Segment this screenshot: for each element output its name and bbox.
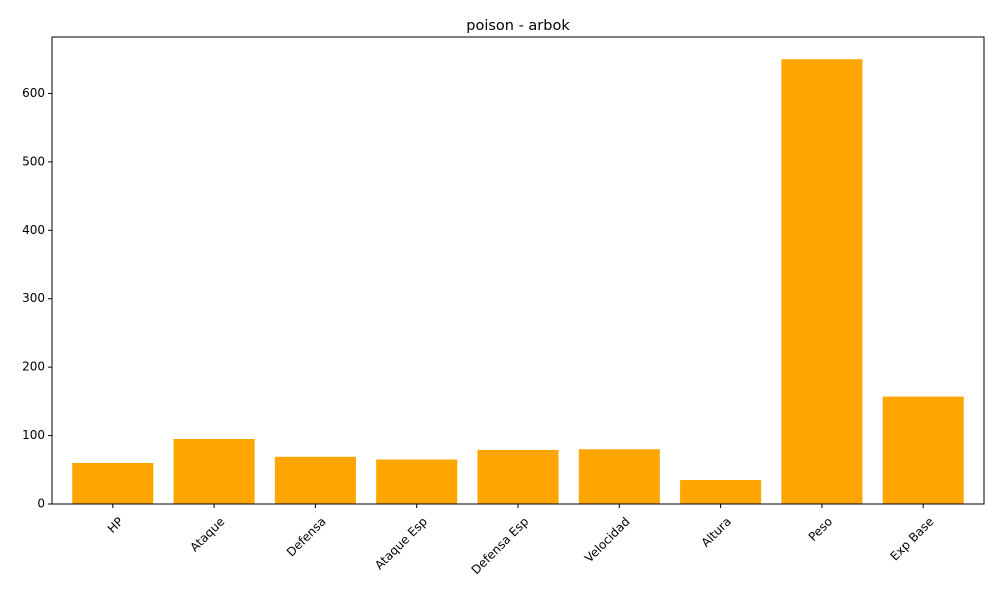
x-tick-label: Altura bbox=[698, 514, 733, 549]
bar-ataque-esp bbox=[376, 459, 458, 504]
x-tick-label: Exp Base bbox=[888, 514, 937, 563]
chart-title: poison - arbok bbox=[466, 18, 570, 34]
bar-velocidad bbox=[578, 449, 660, 504]
y-tick-label: 100 bbox=[22, 428, 45, 442]
y-tick-label: 300 bbox=[22, 291, 45, 305]
plot-frame bbox=[51, 36, 985, 505]
x-tick-label: Peso bbox=[806, 514, 836, 544]
y-tick-label: 200 bbox=[22, 360, 45, 374]
bar-altura bbox=[680, 480, 762, 504]
y-tick-label: 0 bbox=[37, 497, 45, 511]
y-tick-label: 500 bbox=[22, 154, 45, 168]
bars-layer bbox=[72, 59, 964, 504]
bar-hp bbox=[72, 462, 154, 504]
x-tick-label: Defensa Esp bbox=[469, 514, 532, 577]
x-tick-label: Defensa bbox=[284, 514, 329, 559]
y-tick-label: 400 bbox=[22, 223, 45, 237]
bar-defensa bbox=[274, 456, 356, 504]
x-tick-label: Velocidad bbox=[582, 514, 633, 565]
y-axis: 0 100 200 300 400 500 600 bbox=[22, 86, 52, 511]
bar-exp-base bbox=[882, 396, 964, 504]
x-tick-label: HP bbox=[105, 514, 126, 535]
y-tick-label: 600 bbox=[22, 86, 45, 100]
x-tick-label: Ataque bbox=[187, 514, 227, 554]
x-tick-label: Ataque Esp bbox=[372, 514, 430, 572]
bar-ataque bbox=[173, 438, 255, 504]
bar-peso bbox=[781, 59, 863, 504]
x-axis: HP Ataque Defensa Ataque Esp Defensa Esp Velo… bbox=[105, 504, 937, 577]
bar-defensa-esp bbox=[477, 449, 559, 504]
